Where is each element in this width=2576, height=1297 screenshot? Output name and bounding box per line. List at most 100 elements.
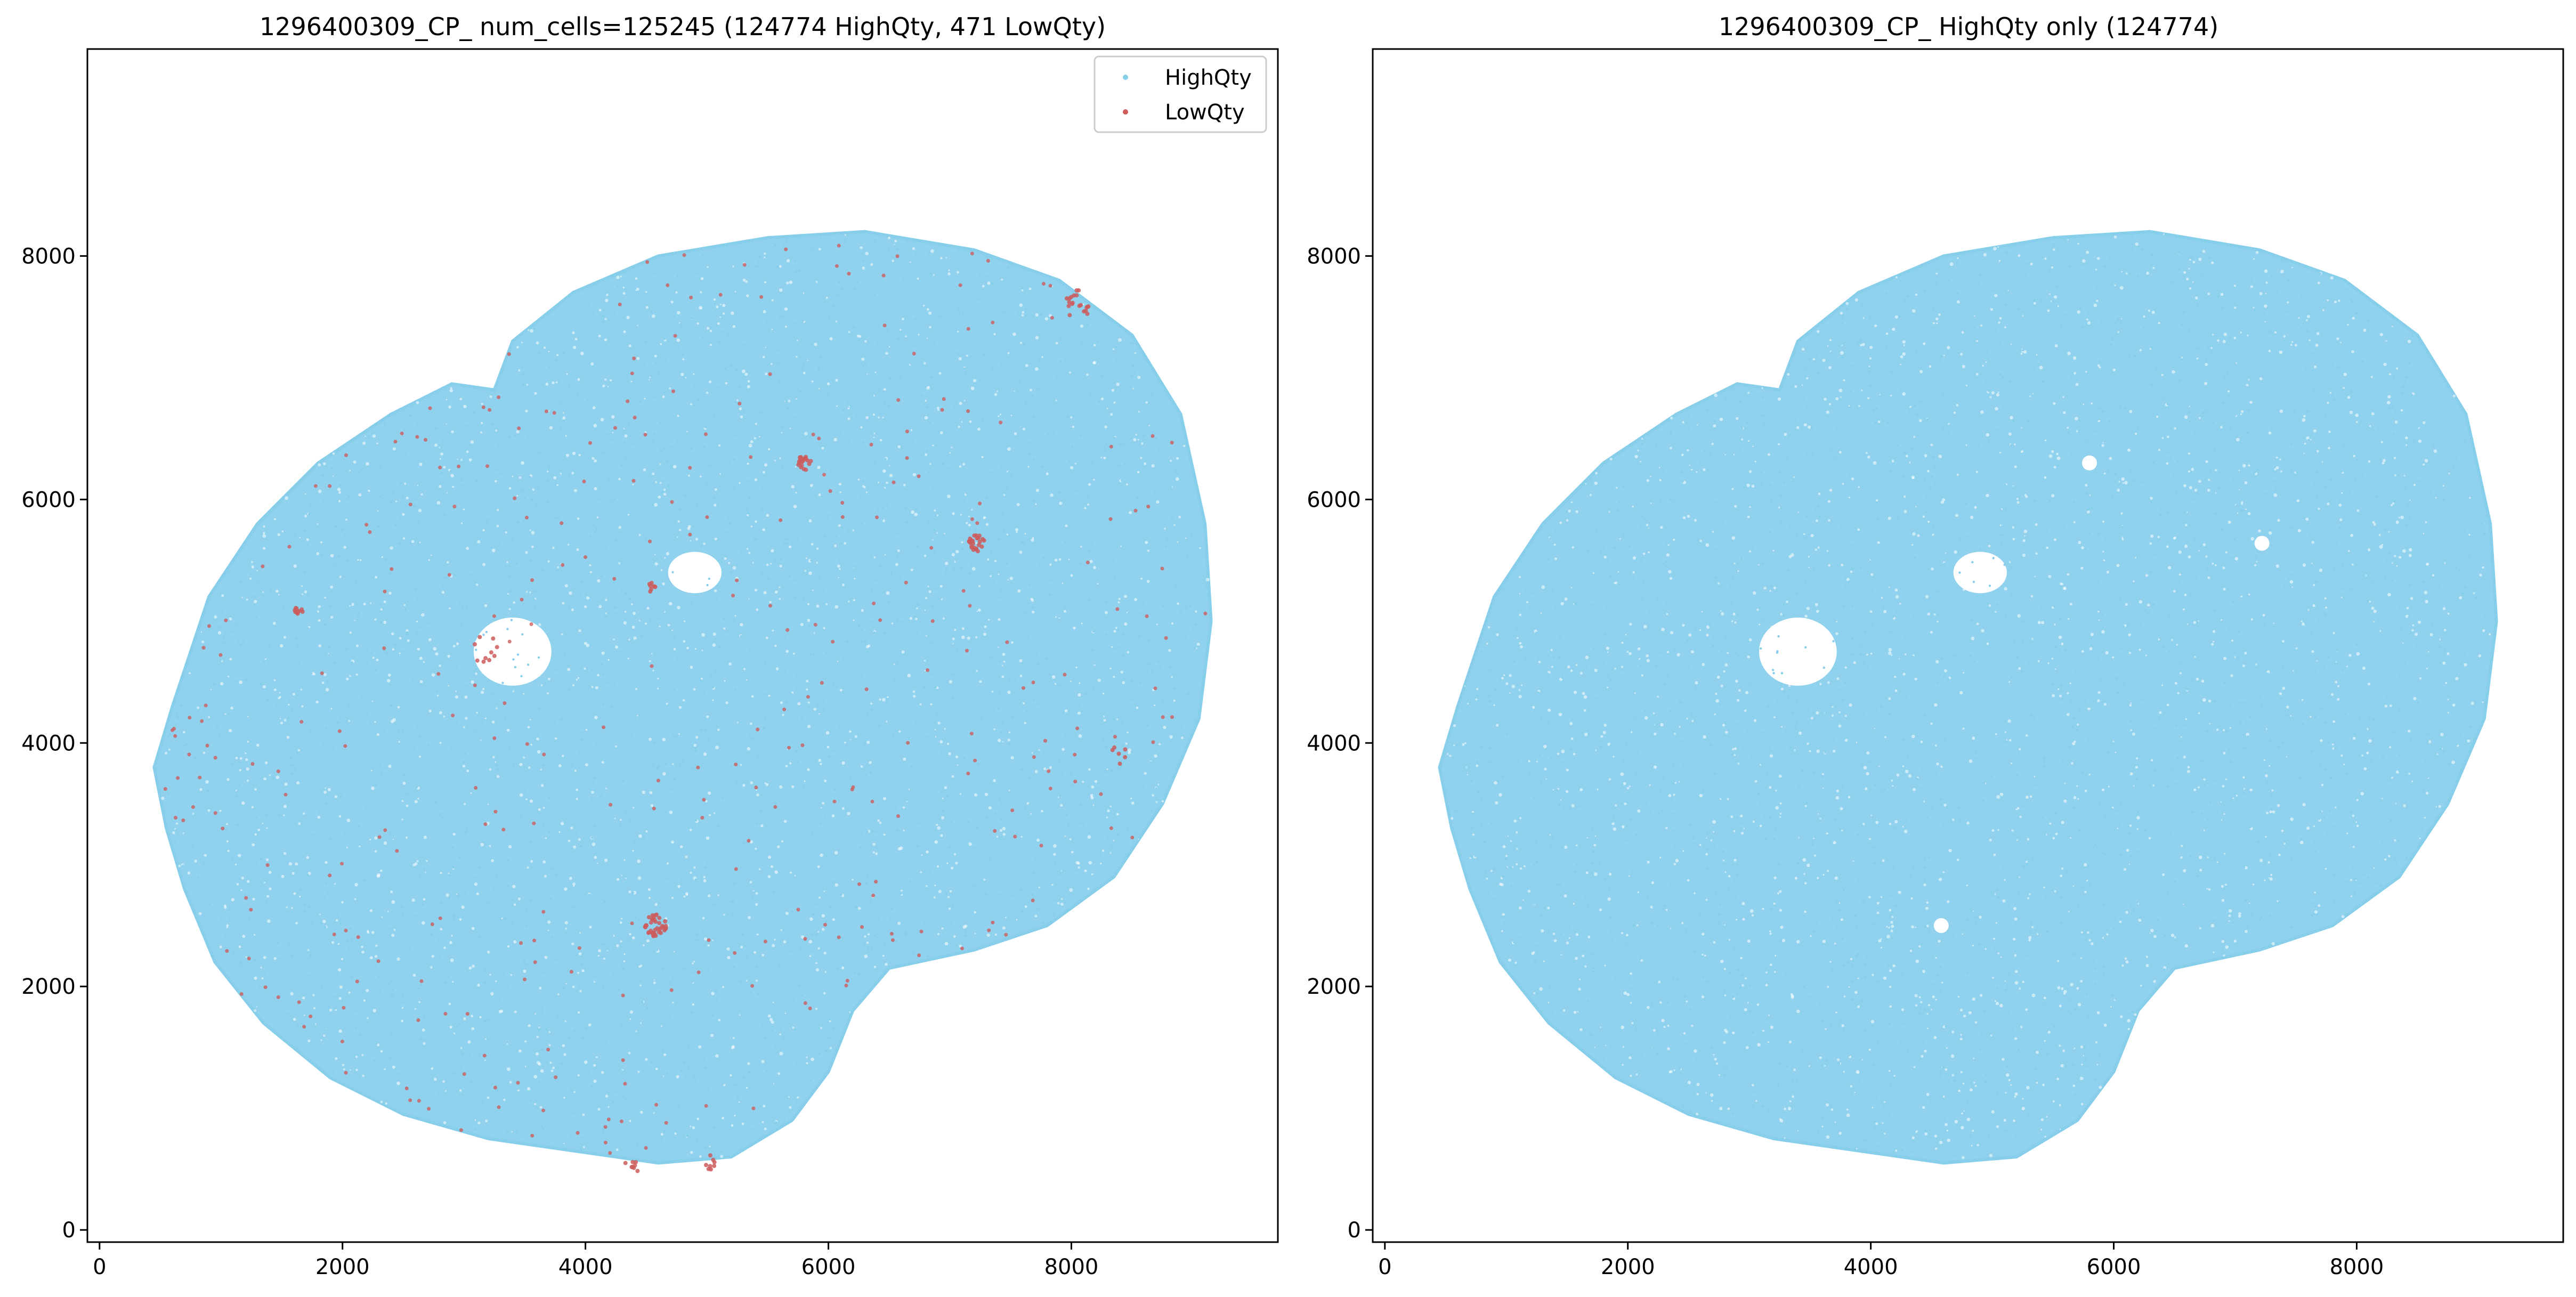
texture-gap: [667, 862, 669, 865]
highqty-point: [736, 1097, 739, 1100]
highqty-point: [540, 1008, 543, 1011]
highqty-point: [346, 559, 349, 562]
tissue-hole: [668, 552, 722, 594]
highqty-point: [652, 1107, 654, 1109]
highqty-point: [721, 797, 724, 799]
texture-gap: [1999, 317, 2002, 320]
highqty-point: [379, 465, 382, 467]
texture-gap: [1001, 675, 1005, 678]
highqty-point: [220, 779, 223, 781]
highqty-point: [820, 355, 822, 359]
highqty-point: [1028, 452, 1032, 455]
highqty-point: [441, 816, 444, 819]
highqty-point: [653, 433, 655, 435]
texture-gap: [2366, 751, 2369, 755]
texture-gap: [987, 281, 991, 285]
texture-gap: [789, 427, 791, 429]
highqty-point: [1043, 751, 1046, 754]
lowqty-point: [1130, 836, 1135, 840]
lowqty-point: [313, 484, 318, 488]
texture-gap: [1626, 787, 1630, 790]
highqty-point: [444, 982, 447, 984]
texture-gap: [1747, 655, 1750, 659]
highqty-point: [1187, 693, 1189, 695]
highqty-point: [602, 1128, 604, 1131]
texture-gap: [954, 561, 956, 563]
highqty-point: [734, 688, 737, 691]
texture-gap: [602, 384, 605, 387]
texture-gap: [1599, 908, 1602, 911]
highqty-point: [359, 472, 361, 474]
texture-gap: [959, 402, 962, 406]
texture-gap: [1587, 935, 1591, 938]
texture-gap: [779, 586, 781, 588]
highqty-point: [508, 746, 512, 749]
highqty-point: [1106, 344, 1109, 347]
texture-gap: [966, 354, 968, 357]
texture-gap: [1955, 514, 1958, 517]
highqty-point: [796, 1101, 798, 1104]
texture-gap: [2229, 727, 2231, 729]
texture-gap: [786, 281, 789, 285]
texture-gap: [755, 847, 757, 850]
texture-gap: [835, 320, 837, 322]
texture-gap: [861, 358, 864, 361]
texture-gap: [679, 529, 682, 531]
texture-gap: [1868, 896, 1871, 898]
lowqty-point: [376, 959, 380, 963]
texture-gap: [873, 395, 875, 397]
texture-gap: [857, 906, 861, 910]
lowqty-point: [619, 1119, 623, 1123]
lowqty-point: [709, 1167, 713, 1172]
texture-gap: [1966, 884, 1968, 887]
highqty-point: [1060, 773, 1063, 775]
texture-gap: [657, 677, 659, 680]
highqty-point: [347, 705, 350, 708]
texture-gap: [1566, 941, 1569, 945]
lowqty-point: [970, 517, 974, 521]
highqty-point: [592, 523, 595, 526]
highqty-point: [538, 707, 541, 710]
texture-gap: [1054, 558, 1058, 562]
x-tick-label: 8000: [1044, 1255, 1099, 1279]
texture-gap: [2279, 350, 2283, 354]
texture-gap: [615, 1148, 619, 1152]
texture-gap: [1861, 343, 1865, 346]
texture-gap: [725, 382, 728, 385]
texture-gap: [601, 651, 605, 655]
highqty-point: [1020, 768, 1023, 771]
texture-gap: [2003, 1118, 2006, 1122]
highqty-point: [522, 520, 525, 523]
highqty-point: [853, 565, 855, 568]
highqty-point: [1018, 380, 1021, 383]
lowqty-point: [544, 409, 548, 414]
texture-gap: [943, 617, 945, 620]
highqty-point: [741, 934, 744, 936]
texture-gap: [377, 510, 379, 512]
texture-gap: [254, 599, 257, 603]
texture-gap: [476, 583, 479, 586]
highqty-point: [401, 913, 404, 917]
lowqty-point: [712, 1164, 717, 1168]
texture-gap: [837, 564, 840, 568]
highqty-point: [1137, 825, 1140, 828]
texture-gap: [605, 1095, 609, 1098]
texture-gap: [2313, 584, 2315, 586]
texture-gap: [2120, 512, 2123, 515]
highqty-point: [690, 1011, 693, 1014]
highqty-point: [461, 605, 464, 608]
texture-gap: [1747, 939, 1751, 943]
highqty-point: [560, 718, 563, 721]
texture-gap: [885, 352, 888, 355]
texture-gap: [1928, 1004, 1931, 1007]
highqty-point: [815, 933, 818, 936]
highqty-point: [651, 455, 654, 458]
texture-gap: [1109, 805, 1112, 807]
texture-gap: [1881, 896, 1883, 898]
texture-gap: [239, 769, 241, 772]
texture-gap: [1856, 1148, 1858, 1150]
texture-gap: [838, 483, 841, 486]
texture-gap: [741, 1122, 744, 1125]
texture-gap: [652, 314, 655, 318]
highqty-point: [1192, 628, 1195, 631]
